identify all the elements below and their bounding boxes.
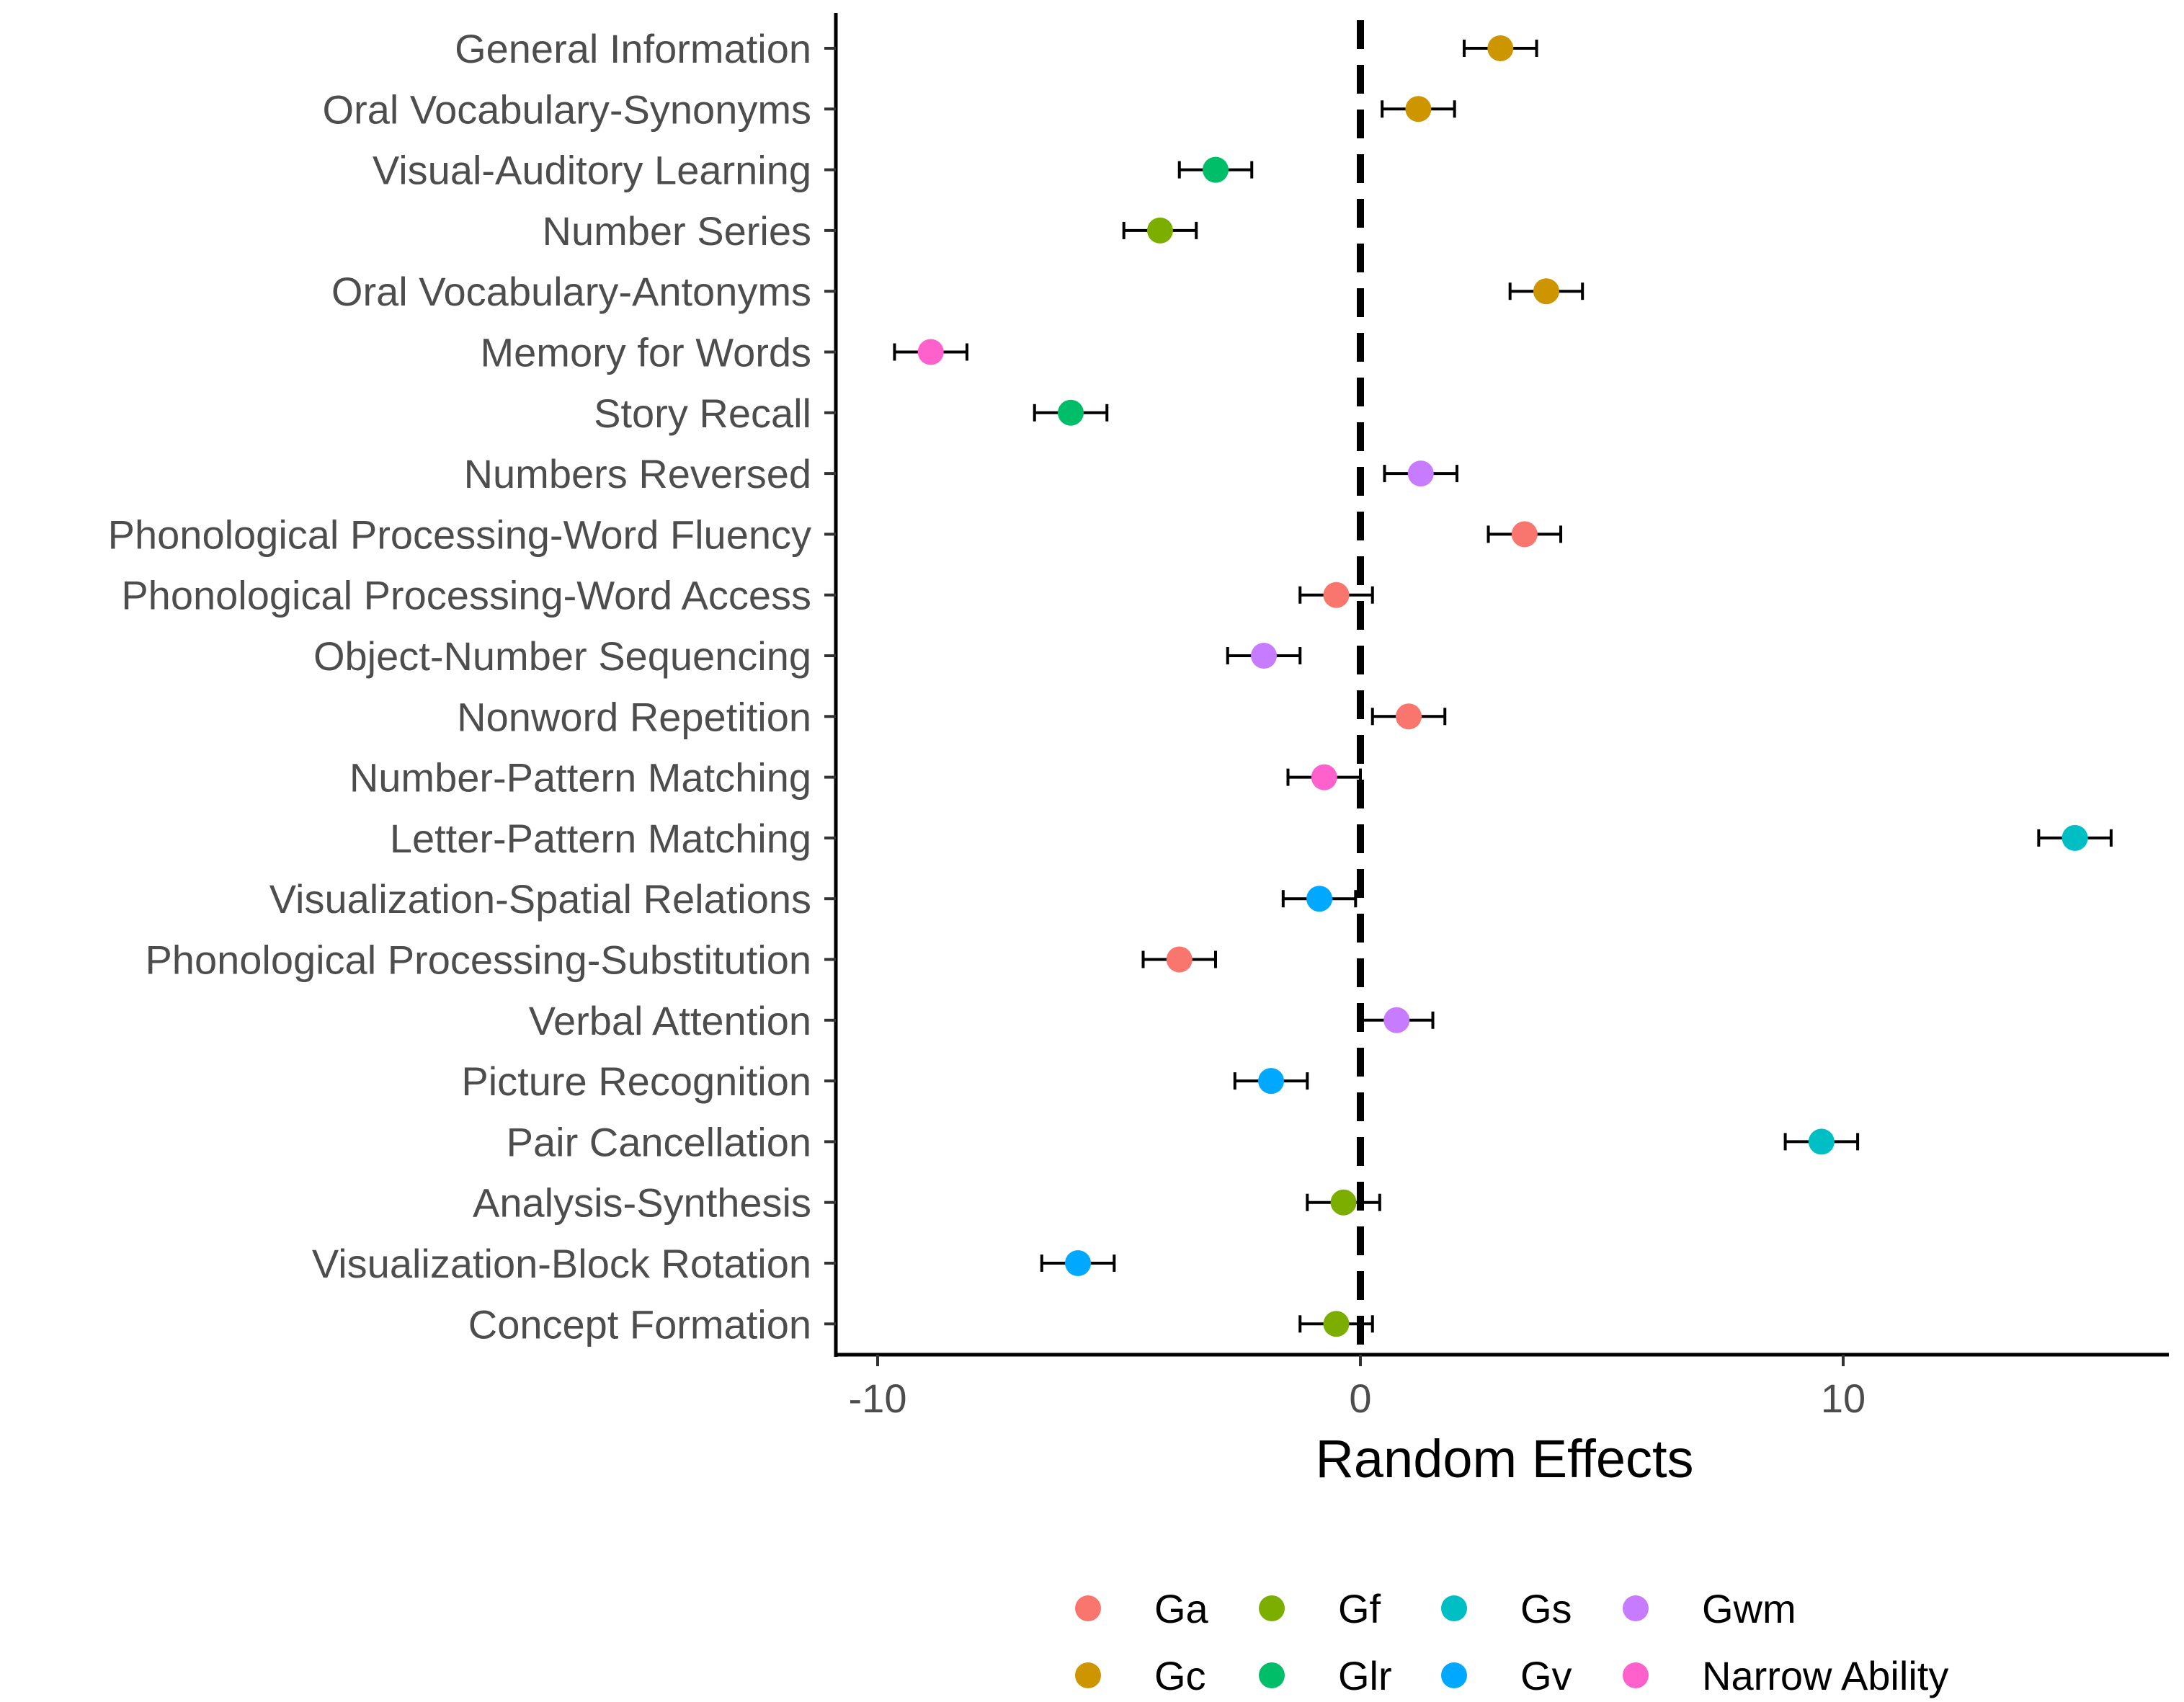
data-point [1396, 703, 1422, 730]
legend-key [1623, 1662, 1649, 1688]
y-tick-label: Number Series [543, 208, 811, 254]
x-tick-label: -10 [849, 1376, 907, 1421]
y-tick-label: Number-Pattern Matching [349, 755, 811, 801]
legend-key [1259, 1595, 1285, 1621]
data-point [1330, 1189, 1357, 1216]
data-point [1203, 156, 1229, 183]
plot-layer: -10 0 10 General Information Oral Vocabulary… [108, 13, 2169, 1421]
data-point [1323, 582, 1350, 608]
data-point [1533, 278, 1559, 305]
data-point [2062, 824, 2088, 851]
legend-label: Gc [1154, 1653, 1206, 1698]
legend-item: Gs [1441, 1586, 1572, 1631]
y-tick-label: Oral Vocabulary-Antonyms [331, 269, 811, 314]
data-point [1323, 1311, 1350, 1337]
legend-label: Ga [1154, 1586, 1209, 1631]
x-tick-label: 0 [1349, 1376, 1371, 1421]
legend-label: Gv [1520, 1653, 1572, 1698]
y-tick-label: Story Recall [594, 391, 811, 436]
y-tick-label: Object-Number Sequencing [313, 633, 811, 679]
x-tick-label: 10 [1821, 1376, 1866, 1421]
data-point [1146, 217, 1173, 244]
legend-label: Glr [1338, 1653, 1392, 1698]
data-point [1487, 35, 1514, 61]
data-point [1808, 1128, 1835, 1155]
data-point [1407, 460, 1434, 487]
data-point [1251, 643, 1277, 669]
legend-item: Gc [1075, 1653, 1206, 1698]
data-point [1311, 764, 1337, 790]
y-tick-label: General Information [455, 26, 811, 71]
y-tick-label: Nonword Repetition [457, 694, 811, 739]
y-tick-label: Memory for Words [481, 330, 811, 375]
y-tick-label: Letter-Pattern Matching [390, 816, 811, 861]
legend-item: Narrow Ability [1623, 1653, 1948, 1698]
data-point [1058, 399, 1084, 426]
legend-key [1075, 1595, 1101, 1621]
y-tick-label: Picture Recognition [461, 1059, 811, 1104]
y-tick-label: Phonological Processing-Word Fluency [108, 512, 811, 557]
legend-key [1441, 1662, 1467, 1688]
legend-key [1623, 1595, 1649, 1621]
legend-item: Glr [1259, 1653, 1392, 1698]
y-tick-label: Phonological Processing-Word Access [121, 573, 811, 618]
y-tick-label: Analysis-Synthesis [473, 1180, 811, 1226]
data-point [1258, 1068, 1285, 1095]
legend-label: Gwm [1702, 1586, 1796, 1631]
data-point [1306, 886, 1333, 912]
data-point [1405, 96, 1432, 122]
y-tick-label: Pair Cancellation [507, 1119, 811, 1164]
legend-label: Narrow Ability [1702, 1653, 1948, 1698]
y-tick-label: Visualization-Spatial Relations [269, 876, 811, 922]
data-point [1383, 1007, 1410, 1033]
data-point [1166, 946, 1193, 973]
legend-key [1075, 1662, 1101, 1688]
legend-item: Gv [1441, 1653, 1572, 1698]
data-point [917, 339, 944, 365]
y-tick-label: Oral Vocabulary-Synonyms [322, 86, 811, 132]
data-point [1065, 1250, 1092, 1276]
legend-key [1441, 1595, 1467, 1621]
y-tick-label: Numbers Reversed [464, 451, 811, 496]
legend-label: Gs [1520, 1586, 1572, 1631]
legend: Ga Gf Gs Gwm Gc Glr Gv Narrow Ability [1075, 1586, 1948, 1698]
legend-label: Gf [1338, 1586, 1381, 1631]
y-tick-label: Visualization-Block Rotation [312, 1241, 811, 1286]
legend-item: Ga [1075, 1586, 1209, 1631]
y-tick-label: Phonological Processing-Substitution [145, 937, 811, 983]
legend-item: Gf [1259, 1586, 1381, 1631]
legend-item: Gwm [1623, 1586, 1796, 1631]
legend-key [1259, 1662, 1285, 1688]
y-tick-label: Concept Formation [468, 1301, 811, 1347]
y-tick-label: Visual-Auditory Learning [373, 148, 811, 193]
data-point [1511, 521, 1538, 548]
y-tick-label: Verbal Attention [529, 998, 811, 1043]
x-axis-title: Random Effects [1315, 1429, 1693, 1489]
